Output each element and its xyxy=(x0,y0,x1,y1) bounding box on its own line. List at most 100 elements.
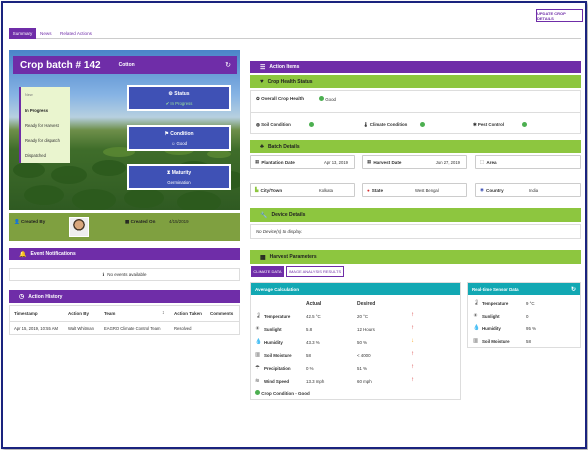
status-icon: ⚙ xyxy=(168,91,175,97)
tab-news[interactable]: News xyxy=(40,31,52,36)
smile-icon: ☺ xyxy=(170,141,177,146)
no-devices-text: No Device(s) to display. xyxy=(256,229,303,234)
list-item: ☀ Sunlight 0 xyxy=(468,313,580,324)
soil-condition-dot xyxy=(309,122,314,127)
sun-icon: ☀ xyxy=(473,312,478,319)
param-label: Soil Moisture xyxy=(264,353,292,358)
avatar[interactable] xyxy=(69,217,89,237)
pest-control-label: Pest Control xyxy=(477,122,505,127)
event-notifications-title: Event Notifications xyxy=(30,251,76,257)
crop-health-header: ♥ Crop Health Status xyxy=(250,75,581,88)
list-item: 💧 Humidity 95 % xyxy=(468,325,580,336)
stage-item-ready-for-dispatch[interactable]: Ready for dispatch xyxy=(25,138,60,143)
column-header-action-by[interactable]: Action By xyxy=(68,311,90,316)
sensor-value: 0 xyxy=(526,313,529,319)
stage-item-ready-for-harvest[interactable]: Ready for Harvest xyxy=(25,123,59,128)
no-events-text: No events available xyxy=(107,272,147,277)
thermometer-icon: 🌡 xyxy=(255,313,262,319)
table-row: ☂ Precipitation 0 % 51 % ↑ xyxy=(251,364,460,377)
country-value: India xyxy=(529,187,539,193)
overall-health-value: Good xyxy=(325,97,336,102)
country-field: ◉ Country India xyxy=(475,183,581,197)
column-header-desired: Desired xyxy=(357,301,376,307)
refresh-icon[interactable]: ↻ xyxy=(570,286,576,293)
column-header-team[interactable]: Team xyxy=(104,311,116,316)
sort-icon[interactable]: ↕ xyxy=(162,310,165,316)
pest-control-dot xyxy=(522,122,527,127)
batch-details-title: Batch Details xyxy=(267,143,300,150)
param-actual: 42.5 °C xyxy=(306,314,321,319)
tab-climate-data[interactable]: CLIMATE DATA xyxy=(251,266,284,277)
param-actual: 43.3 % xyxy=(306,340,320,345)
param-desired: 20 °C xyxy=(357,314,369,319)
stage-item-in-progress[interactable]: In Progress xyxy=(25,108,49,113)
area-field: ⬚ Area xyxy=(475,155,581,169)
row-timestamp: Apr 15, 2019, 10:55 AM xyxy=(14,326,58,331)
device-details-header: 🔧 Device Details xyxy=(250,208,581,222)
hourglass-icon: ⧗ xyxy=(166,170,172,176)
param-label: Humidity xyxy=(264,340,283,345)
column-header-action-taken[interactable]: Action Taken xyxy=(174,311,202,316)
created-by-label: Created By xyxy=(21,219,46,224)
update-crop-details-button[interactable]: UPDATE CROP DETAILS xyxy=(536,9,583,22)
stage-item-new[interactable]: New xyxy=(25,93,33,97)
created-by-bar: 👤 Created By ▦ Created On 4/15/2019 xyxy=(9,213,240,241)
bell-icon: 🔔 xyxy=(19,251,27,258)
city-label: City/Town xyxy=(260,187,283,193)
soil-icon: ▥ xyxy=(255,352,261,358)
trend-arrow-icon: ↑ xyxy=(411,364,414,370)
stage-item-dispatched[interactable]: Dispatched xyxy=(25,153,46,158)
wrench-icon: 🔧 xyxy=(260,212,268,219)
tree-icon: ♣ xyxy=(260,143,264,150)
user-icon: 👤 xyxy=(14,219,21,224)
table-row[interactable]: Apr 15, 2019, 10:55 AM Walt Whitman EAGR… xyxy=(10,323,239,335)
event-notifications-header: 🔔 Event Notifications xyxy=(9,248,240,260)
realtime-sensor-title: Real-time Sensor Data xyxy=(472,286,519,292)
tab-image-analysis-results[interactable]: IMAGE ANALYSIS RESULTS xyxy=(286,266,344,277)
action-items-title: Action Items xyxy=(269,64,300,70)
map-marker-icon: ● xyxy=(367,187,370,193)
bug-icon: ✱ xyxy=(473,122,478,127)
wind-icon: ≋ xyxy=(255,378,260,384)
calendar-icon: ▦ xyxy=(125,219,131,224)
soil-icon: ▥ xyxy=(473,337,479,344)
soil-condition-label: Soil Condition xyxy=(261,122,291,127)
action-history-header: ◷ Action History xyxy=(9,290,240,303)
column-header-comments[interactable]: Comments xyxy=(210,311,234,316)
tab-related-actions[interactable]: Related Actions xyxy=(60,31,92,36)
average-calculation-panel: Average Calculation Actual Desired 🌡 Temp… xyxy=(250,282,461,400)
state-value: West Bengal xyxy=(415,187,439,193)
sensor-value: 95 % xyxy=(526,326,537,331)
row-team: EAGRO Climate Control Team xyxy=(104,326,161,331)
sensor-value: 58 xyxy=(526,338,531,344)
column-header-timestamp[interactable]: Timestamp xyxy=(14,311,38,316)
tab-summary[interactable]: Summary xyxy=(9,28,36,39)
column-header-actual: Actual xyxy=(306,301,322,307)
crop-field-image: Crop batch # 142 Cotton ↻ New In Progres… xyxy=(9,50,240,210)
plantation-date-value: Apr 13, 2019 xyxy=(324,159,348,165)
param-actual: 58 xyxy=(306,353,311,358)
table-row: ▥ Soil Moisture 58 < 4000 ↑ xyxy=(251,351,460,364)
param-desired: 60 mph xyxy=(357,379,372,384)
globe-icon: ◉ xyxy=(480,187,485,192)
created-on-value: 4/15/2019 xyxy=(169,219,189,224)
sensor-label: Temperature xyxy=(482,301,509,306)
param-actual: 5.8 xyxy=(306,327,313,332)
thermometer-icon: 🌡 xyxy=(363,122,370,127)
maturity-value: Germination xyxy=(167,180,191,185)
stage-list: New In Progress Ready for Harvest Ready … xyxy=(19,87,70,163)
calendar-icon: ▦ xyxy=(255,159,260,164)
refresh-icon[interactable]: ↻ xyxy=(225,62,231,69)
action-items-header: ☰ Action Items xyxy=(250,61,581,73)
realtime-sensor-panel: Real-time Sensor Data ↻ 🌡 Temperature 9 °C… xyxy=(467,282,581,348)
created-on-label: Created On xyxy=(130,219,156,224)
trend-arrow-icon: ↑ xyxy=(411,312,414,318)
maturity-label: Maturity xyxy=(171,170,192,176)
sensor-label: Humidity xyxy=(482,326,501,331)
health-icon: ✿ xyxy=(256,96,262,101)
overall-health-label: Overall Crop Health xyxy=(261,96,305,101)
list-item: 🌡 Temperature 9 °C xyxy=(468,300,580,311)
crop-condition-text: Crop Condition - Good xyxy=(261,391,310,396)
trend-arrow-icon: ↑ xyxy=(411,377,414,383)
param-label: Wind Speed xyxy=(264,379,290,384)
